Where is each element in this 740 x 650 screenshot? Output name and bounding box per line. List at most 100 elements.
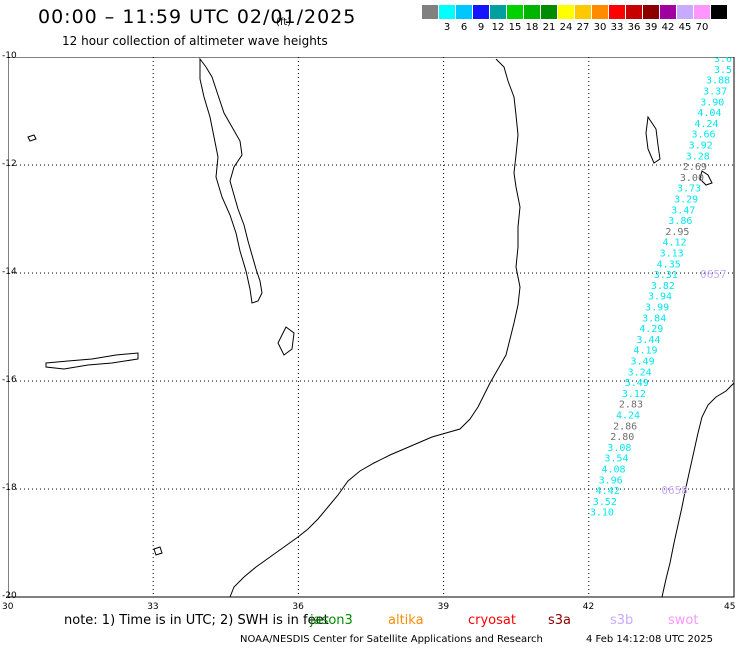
comoros-island <box>645 115 661 164</box>
madagascar-coastline <box>661 382 735 598</box>
scale-label: 70 <box>695 22 709 33</box>
scale-swatch <box>558 5 574 19</box>
scale-swatch <box>626 5 642 19</box>
wave-height-value: 3.66 <box>692 130 716 141</box>
wave-height-value: 3.99 <box>645 302 669 313</box>
latitude-tick-label: -12 <box>2 159 17 169</box>
satellite-legend-item: s3a <box>548 613 572 628</box>
mayotte-island <box>699 170 713 186</box>
scale-swatch <box>660 5 676 19</box>
wave-height-value: 2.95 <box>665 227 689 238</box>
wave-height-value: 3.92 <box>689 140 713 151</box>
scale-swatch <box>490 5 506 19</box>
wave-height-value: 3.86 <box>668 216 692 227</box>
wave-height-value: 2.86 <box>613 421 637 432</box>
wave-height-value: 3.84 <box>642 313 666 324</box>
wave-height-value: 4.29 <box>639 324 663 335</box>
scale-swatch <box>694 5 710 19</box>
wave-height-value: 3.88 <box>706 76 730 87</box>
wave-height-value: 4.35 <box>657 259 681 270</box>
satellite-legend-item: s3b <box>610 613 634 628</box>
scale-swatch <box>541 5 557 19</box>
wave-height-value: 2.69 <box>683 162 707 173</box>
longitude-tick-label: 45 <box>724 602 736 612</box>
latitude-tick-label: -10 <box>2 51 17 61</box>
satellite-legend-item: jason3 <box>310 613 353 628</box>
wave-height-value: 4.12 <box>662 238 686 249</box>
wave-height-value: 4.42 <box>596 486 620 497</box>
scale-swatch <box>507 5 523 19</box>
scale-swatch <box>575 5 591 19</box>
wave-height-value: 4.04 <box>697 108 721 119</box>
wave-height-value: 3.37 <box>703 86 727 97</box>
scale-label: 36 <box>627 22 641 33</box>
wave-height-value: 3.13 <box>660 248 684 259</box>
wave-height-value: 3.12 <box>622 389 646 400</box>
scale-label: 24 <box>559 22 573 33</box>
latitude-tick-label: -16 <box>2 375 17 385</box>
wave-height-value: 3.82 <box>651 281 675 292</box>
latitude-tick-label: -14 <box>2 267 17 277</box>
wave-height-value: 3.54 <box>604 454 628 465</box>
latitude-tick-label: -20 <box>2 591 17 601</box>
lake-shore-islet <box>277 326 295 356</box>
scale-swatch <box>711 5 727 19</box>
lake-malawi-outline <box>199 57 263 304</box>
scale-label: 33 <box>610 22 624 33</box>
wave-height-value: 4.24 <box>616 410 640 421</box>
satellite-legend-item: altika <box>388 613 424 628</box>
wave-height-value: 3.5 <box>714 65 732 76</box>
longitude-tick-label: 33 <box>147 602 159 612</box>
map-title: 00:00 – 11:59 UTC 02/01/2025 <box>38 6 357 28</box>
scale-swatch <box>439 5 455 19</box>
wave-height-value: 3.44 <box>636 335 660 346</box>
wave-height-value: 3.31 <box>654 270 678 281</box>
scale-swatch <box>456 5 472 19</box>
pass-time-label: 0657 <box>700 268 727 281</box>
wave-height-value: 3.28 <box>686 151 710 162</box>
wave-height-value: 3.47 <box>671 205 695 216</box>
wave-height-value: 3.29 <box>674 194 698 205</box>
small-islet-west <box>27 134 37 142</box>
wave-height-value: 3.90 <box>700 97 724 108</box>
longitude-tick-label: 39 <box>437 602 450 612</box>
scale-swatch <box>592 5 608 19</box>
credit-line: NOAA/NESDIS Center for Satellite Applica… <box>240 634 543 645</box>
wave-height-value: 3.08 <box>607 443 631 454</box>
mozambique-coastline <box>229 58 521 598</box>
scale-swatch <box>609 5 625 19</box>
altimeter-map: 3.63.53.883.373.904.044.243.663.923.282.… <box>8 57 735 598</box>
scale-label: 45 <box>678 22 692 33</box>
wave-height-value: 3.96 <box>599 475 623 486</box>
small-islet-south <box>153 546 163 556</box>
pass-time-label: 0658 <box>661 484 688 497</box>
satellite-track: 3.63.53.883.373.904.044.243.663.923.282.… <box>590 57 732 519</box>
wave-height-value: 3.94 <box>648 292 672 303</box>
scale-label: 15 <box>508 22 522 33</box>
wave-height-value: 5.49 <box>625 378 649 389</box>
scale-swatch <box>473 5 489 19</box>
wave-height-value: 3.6 <box>714 57 732 65</box>
scale-label: 3 <box>443 22 451 33</box>
scale-label: 6 <box>460 22 468 33</box>
map-subtitle: 12 hour collection of altimeter wave hei… <box>62 34 328 48</box>
scale-label: 27 <box>576 22 590 33</box>
scale-label: 39 <box>644 22 658 33</box>
generated-timestamp: 4 Feb 14:12:08 UTC 2025 <box>586 634 713 645</box>
zambezi-shore <box>45 352 139 370</box>
scale-swatch <box>524 5 540 19</box>
scale-swatch <box>422 5 438 19</box>
scale-unit-label: (ft) <box>276 17 292 28</box>
scale-swatch <box>677 5 693 19</box>
scale-label: 12 <box>491 22 505 33</box>
wave-height-value: 3.52 <box>593 497 617 508</box>
wave-height-value: 4.24 <box>694 119 718 130</box>
satellite-legend-item: swot <box>668 613 699 628</box>
satellite-legend-item: cryosat <box>468 613 516 628</box>
wave-height-value: 3.24 <box>628 367 652 378</box>
scale-label: 9 <box>477 22 485 33</box>
scale-label: 21 <box>542 22 556 33</box>
scale-label: 42 <box>661 22 675 33</box>
wave-height-value: 2.83 <box>619 400 643 411</box>
coastline <box>27 57 735 598</box>
